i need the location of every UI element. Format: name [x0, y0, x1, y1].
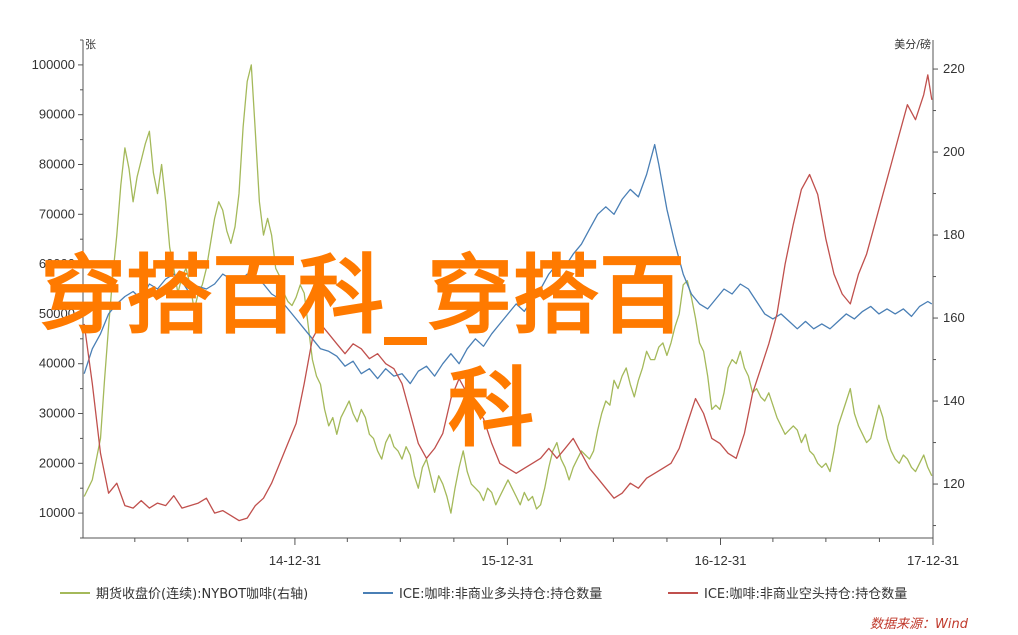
axes: 10000 20000 30000 40000 50000 60000 70000 80000…	[32, 37, 965, 568]
right-tick-label: 160	[943, 310, 965, 325]
series-line-1	[83, 64, 933, 514]
right-tick-label: 140	[943, 393, 965, 408]
legend-label-3: ICE:咖啡:非商业空头持仓:持仓数量	[704, 587, 907, 602]
x-tick-label: 16-12-31	[694, 553, 746, 568]
left-tick-label: 70000	[39, 206, 75, 221]
right-tick-label: 200	[943, 144, 965, 159]
x-tick-label: 15-12-31	[481, 553, 533, 568]
left-tick-label: 30000	[39, 406, 75, 421]
left-tick-label: 60000	[39, 256, 75, 271]
watermark-line-1: 穿搭百科_穿搭百	[40, 246, 685, 346]
x-tick-label: 14-12-31	[269, 553, 321, 568]
series-lines	[83, 64, 933, 522]
left-tick-label: 80000	[39, 157, 75, 172]
right-axis-unit: 美分/磅	[894, 37, 931, 51]
right-tick-label: 120	[943, 476, 965, 491]
left-axis-unit: 张	[85, 38, 96, 51]
source-label: 数据来源：Wind	[870, 617, 969, 632]
series-line-3	[83, 74, 933, 522]
left-tick-label: 100000	[32, 57, 75, 72]
watermark-line-2: 科	[448, 359, 534, 459]
left-tick-label: 10000	[39, 505, 75, 520]
legend-label-2: ICE:咖啡:非商业多头持仓:持仓数量	[399, 586, 602, 602]
right-tick-label: 180	[943, 227, 965, 242]
legend-label-1: 期货收盘价(连续):NYBOT咖啡(右轴)	[96, 586, 308, 602]
left-tick-label: 90000	[39, 107, 75, 122]
legend: 期货收盘价(连续):NYBOT咖啡(右轴) ICE:咖啡:非商业多头持仓:持仓数量…	[60, 586, 907, 602]
left-tick-label: 40000	[39, 356, 75, 371]
right-tick-label: 220	[943, 61, 965, 76]
left-tick-label: 20000	[39, 455, 75, 470]
left-tick-label: 50000	[39, 306, 75, 321]
x-tick-label: 17-12-31	[907, 553, 959, 568]
watermark: 穿搭百科_穿搭百 科	[40, 246, 685, 459]
series-line-2	[83, 143, 933, 385]
